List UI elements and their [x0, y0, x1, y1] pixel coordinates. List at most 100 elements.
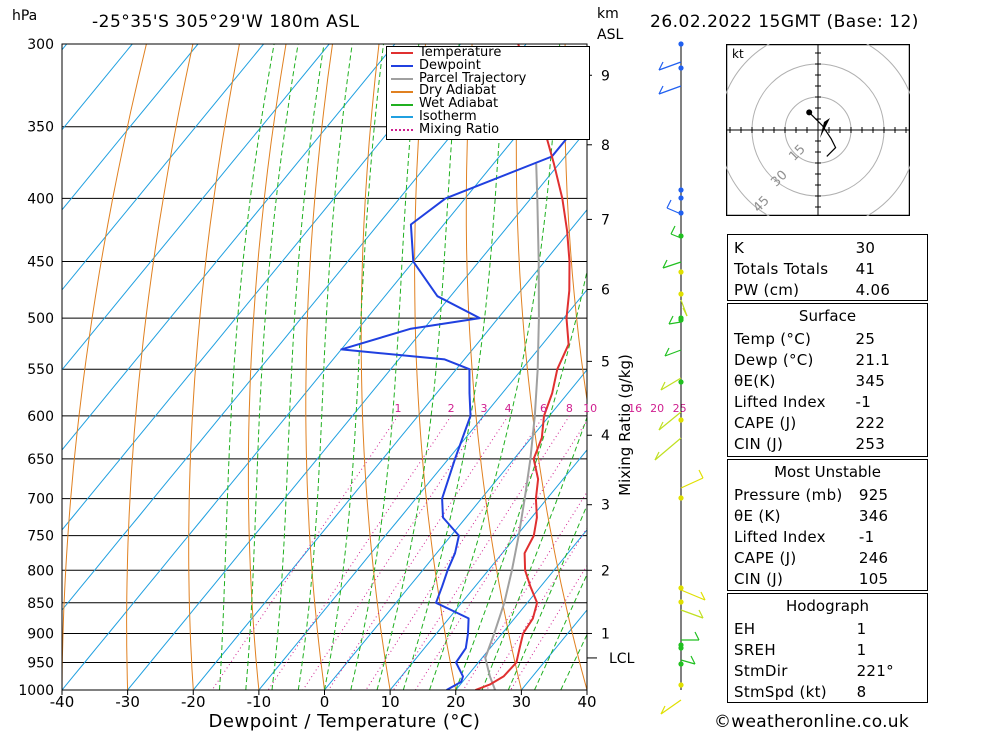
row-label: Dewp (°C) — [734, 350, 814, 369]
wet-adiabat-line — [429, 44, 561, 690]
isotherm-line — [389, 449, 587, 690]
pressure-unit-label: hPa — [12, 8, 38, 24]
credit-link[interactable]: ©weatheronline.co.uk — [714, 712, 910, 732]
x-tick-label: -30 — [115, 693, 140, 711]
mixing-ratio-label: 25 — [673, 402, 687, 415]
height-unit-label: km — [597, 6, 619, 22]
wet-adiabat-line — [481, 415, 587, 690]
dry-adiabat-line — [305, 44, 333, 690]
km-tick-label: 9 — [601, 68, 610, 84]
row-value: 105 — [858, 569, 889, 588]
mixing-ratio-line — [328, 415, 509, 690]
wind-barb — [680, 659, 696, 665]
row-value: 1 — [856, 619, 867, 638]
legend-item: Temperature — [387, 46, 589, 60]
parcel-trajectory-line — [484, 163, 540, 690]
table-row: Temp (°C) 25 — [730, 328, 927, 349]
isotherm-line — [62, 44, 330, 371]
table-row: StmSpd (kt) 8 — [730, 681, 927, 702]
legend-swatch — [391, 90, 413, 93]
table-row: Totals Totals 41 — [730, 258, 927, 279]
wind-marker — [678, 195, 684, 201]
km-tick-label: 1 — [601, 626, 610, 642]
hodograph-start-point — [806, 109, 813, 116]
row-value: 25 — [855, 329, 876, 348]
pressure-tick-label: 800 — [27, 563, 54, 579]
row-label: PW (cm) — [734, 280, 800, 299]
wind-barb — [660, 705, 666, 715]
row-value: 925 — [858, 485, 889, 504]
wind-barb — [670, 233, 682, 239]
wind-barb — [664, 349, 682, 357]
location-title: -25°35'S 305°29'W 180m ASL — [92, 12, 360, 32]
most-unstable-table: Pressure (mb) 925 θE (K) 346 Lifted Index -1 C… — [730, 484, 927, 589]
wind-barb — [662, 261, 682, 269]
table-row: StmDir 221° — [730, 660, 927, 681]
mixing-ratio-label: 8 — [566, 402, 573, 415]
row-value: 246 — [858, 548, 889, 567]
isotherm-line — [62, 44, 264, 291]
mixing-ratio-label: 2 — [448, 402, 455, 415]
table-row: θE (K) 346 — [730, 505, 927, 526]
wet-adiabat-line — [271, 44, 325, 690]
storm-motion-arrow — [820, 118, 830, 138]
isotherm-line — [192, 209, 587, 690]
wind-marker — [678, 269, 684, 275]
table-row: SREH 1 — [730, 639, 927, 660]
table-row: PW (cm) 4.06 — [730, 279, 927, 300]
legend-label: Parcel Trajectory — [419, 70, 527, 86]
wet-adiabat-line — [324, 44, 384, 690]
row-value: 346 — [858, 506, 889, 525]
row-label: Lifted Index — [734, 392, 826, 411]
pressure-tick-label: 600 — [27, 409, 54, 425]
legend-item: Dewpoint — [387, 59, 589, 73]
wet-adiabat-line — [245, 44, 299, 690]
mixing-ratio-label: 16 — [628, 402, 642, 415]
most-unstable-box: Most Unstable Pressure (mb) 925 θE (K) 346 L… — [727, 459, 928, 591]
row-label: Pressure (mb) — [734, 485, 843, 504]
mixing-ratio-line — [393, 415, 570, 690]
surface-title: Surface — [798, 307, 857, 325]
row-label: K — [734, 238, 745, 257]
row-value: 4.06 — [855, 280, 891, 299]
dry-adiabat-line — [360, 44, 391, 690]
x-tick-label: 10 — [381, 693, 400, 711]
wind-barb — [694, 631, 700, 641]
legend-swatch — [391, 129, 413, 132]
isotherm-line — [0, 44, 1, 690]
chart-legend: Temperature Dewpoint Parcel Trajectory Dry … — [386, 46, 590, 140]
wind-marker — [678, 417, 684, 423]
row-value: 30 — [855, 238, 876, 257]
wet-adiabat-line — [507, 503, 587, 690]
row-value: 41 — [855, 259, 876, 278]
legend-item: Mixing Ratio — [387, 123, 589, 137]
wind-barb — [664, 347, 670, 357]
row-label: CAPE (J) — [734, 548, 797, 567]
wind-marker — [678, 317, 684, 323]
wind-barb — [660, 381, 666, 391]
wind-barb — [660, 699, 682, 715]
row-value: 8 — [856, 682, 867, 701]
row-label: Temp (°C) — [734, 329, 812, 348]
pressure-tick-label: 300 — [27, 37, 54, 53]
row-label: CAPE (J) — [734, 413, 797, 432]
legend-swatch — [391, 103, 413, 106]
row-label: SREH — [734, 640, 776, 659]
dry-adiabat-line — [515, 44, 587, 690]
wind-barb — [658, 85, 682, 95]
wind-barb — [658, 61, 682, 71]
wet-adiabat-line — [350, 44, 420, 690]
km-tick-label: 5 — [601, 354, 610, 370]
wind-barb — [682, 307, 688, 317]
legend-swatch — [391, 52, 413, 55]
pressure-tick-label: 750 — [27, 529, 54, 545]
table-row: CAPE (J) 222 — [730, 412, 927, 433]
pressure-tick-label: 950 — [27, 655, 54, 671]
legend-label: Dry Adiabat — [419, 83, 496, 99]
mixing-ratio-label: 10 — [583, 402, 597, 415]
wind-barb — [658, 61, 664, 71]
wind-marker — [678, 585, 684, 591]
legend-label: Isotherm — [419, 108, 477, 124]
wind-barb — [666, 199, 672, 209]
pressure-tick-label: 350 — [27, 120, 54, 136]
